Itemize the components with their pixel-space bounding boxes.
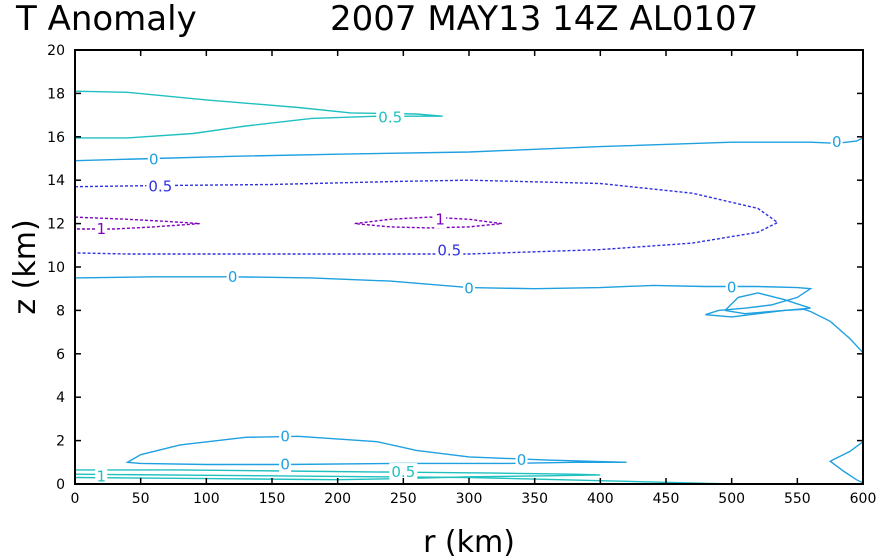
contour-label-bg-11 [279,455,292,474]
chart-timestamp-storm-id: 2007 MAY13 14Z AL0107 [330,0,758,39]
contour-label-14: 1 [96,467,106,485]
contour-line-2 [74,179,779,255]
x-tick-label-12: 600 [850,491,877,507]
x-tick-label-9: 450 [653,491,680,507]
contour-label-bg-5 [434,210,447,229]
contour-label-bg-12 [515,451,528,470]
y-tick-label-8: 16 [47,130,65,146]
contour-label-3: 0.5 [148,178,172,196]
contour-line-1 [74,137,864,162]
y-tick-label-6: 12 [47,217,65,233]
y-tick-label-0: 0 [56,477,65,493]
x-tick-label-5: 250 [390,491,417,507]
contour-label-2: 0 [832,133,842,151]
y-tick-label-10: 20 [47,43,65,59]
contour-label-bg-10 [279,427,292,446]
contour-label-6: 0.5 [437,242,461,260]
contour-label-13: 0.5 [391,463,415,481]
contour-line-8 [125,435,627,466]
contour-label-bg-13 [389,463,418,482]
x-tick-label-10: 500 [718,491,745,507]
contour-label-5: 1 [435,210,445,228]
contour-line-0 [74,90,443,139]
contour-label-bg-0 [376,108,405,127]
contour-label-bg-6 [435,241,464,260]
contour-line-3 [74,216,200,230]
x-tick-label-1: 50 [132,491,150,507]
contour-label-12: 0 [517,451,527,469]
plot-area: 0.5 0 0 0.5 1 1 0.5 0 0 0 0 0 0 0.5 1 [74,90,864,486]
y-tick-label-2: 4 [56,390,65,406]
contour-label-bg-3 [146,177,175,196]
contour-line-6 [724,292,811,315]
contour-label-bg-1 [147,150,160,169]
contour-label-bg-8 [463,279,475,298]
y-axis-label: z (km) [8,219,43,314]
contour-label-7: 0 [228,268,238,286]
contour-label-0: 0.5 [378,108,402,126]
contour-label-bg-14 [95,467,108,486]
y-tick-label-1: 2 [56,434,65,450]
x-tick-label-3: 150 [259,491,286,507]
x-tick-label-11: 550 [784,491,811,507]
contour-line-7 [828,441,864,484]
y-tick-label-3: 6 [56,347,65,363]
contour-label-bg-4 [95,220,108,239]
x-tick-label-6: 300 [456,491,483,507]
contour-label-bg-7 [226,267,239,286]
x-tick-label-7: 350 [521,491,548,507]
x-axis-label: r (km) [423,525,515,558]
contour-label-bg-2 [830,133,843,152]
contour-label-9: 0 [727,279,737,297]
contour-label-11: 0 [280,455,290,473]
axis-ticks: 0 50 100 150 200 250 300 350 400 450 500 550 6000246… [47,43,876,507]
x-tick-label-2: 100 [193,491,220,507]
contour-label-bg-9 [725,278,738,297]
y-tick-label-5: 10 [47,260,65,276]
contour-label-10: 0 [280,427,290,445]
contour-label-8: 0 [464,280,474,298]
y-tick-label-4: 8 [56,303,65,319]
plot-frame [74,49,864,485]
x-tick-label-0: 0 [71,491,80,507]
contour-line-4 [354,216,502,229]
y-tick-label-7: 14 [47,173,65,189]
x-tick-label-4: 200 [324,491,351,507]
contour-label-1: 0 [149,151,159,169]
y-tick-label-9: 18 [47,86,65,102]
chart-title: T Anomaly [15,0,197,39]
x-tick-label-8: 400 [587,491,614,507]
contour-label-4: 1 [96,220,106,238]
